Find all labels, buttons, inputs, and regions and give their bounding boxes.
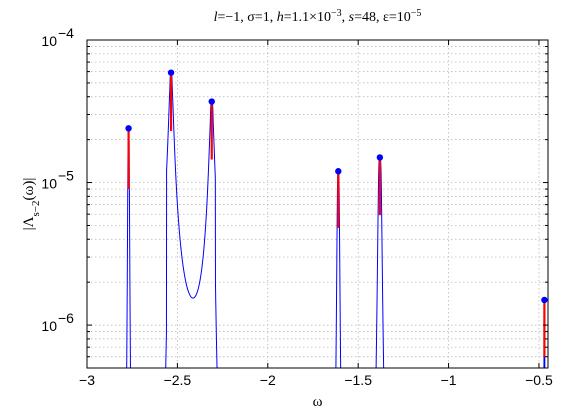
peak-marker [125, 125, 132, 132]
chart-title-part: =−1, σ=1, [217, 10, 276, 25]
y-tick-label-exponent: −5 [58, 168, 74, 184]
x-tick-label: −2 [260, 372, 276, 388]
plot-frame [86, 39, 549, 369]
peak-marker [376, 154, 384, 161]
x-tick-label: −1.5 [344, 372, 372, 388]
y-axis-label: |Λs−2(ω)| [21, 178, 42, 231]
series-curve [126, 71, 546, 368]
y-axis-label-part: s−2 [30, 201, 42, 217]
x-tick-label: −0.5 [525, 372, 553, 388]
y-tick-label-exponent: −6 [58, 310, 74, 326]
peak-marker [335, 168, 342, 175]
series-line [126, 71, 546, 368]
chart-title-part: l [214, 10, 218, 25]
peak-marker [541, 296, 548, 304]
axis-ticks [86, 40, 548, 369]
chart-title-part: =48, ε=10 [354, 10, 411, 25]
y-tick-label: 10 [41, 318, 57, 334]
y-axis-label-part: (ω)| [21, 178, 37, 201]
chart-title-part: −3 [331, 8, 342, 19]
x-tick-label: −2.5 [164, 372, 192, 388]
peak-error-bars [127, 72, 546, 357]
chart-title-part: =1.1×10 [284, 10, 331, 25]
y-axis-label-part: |Λ [21, 216, 37, 230]
chart-title-part: s [349, 10, 355, 25]
peak-marker [167, 69, 175, 76]
peak-markers [125, 69, 548, 304]
chart-title-part: , [342, 10, 349, 25]
grid [87, 40, 548, 368]
axis-labels: −3 −2.5 −2 −1.5 −1 −0.510−610−510 −4l=−1, σ=1,… [21, 8, 553, 411]
peak-marker [208, 98, 215, 105]
x-tick-label: −3 [79, 372, 95, 388]
y-tick-label: 10 [41, 176, 57, 192]
chart-title: l=−1, σ=1, h=1.1×10−3, s=48, ε=10−5 [214, 8, 422, 26]
chart-title-part: h [277, 10, 284, 25]
y-tick-label: 10 [41, 33, 57, 49]
x-tick-label: −1 [441, 372, 457, 388]
chart-title-part: −5 [411, 8, 422, 19]
y-tick-label-exponent: −4 [58, 25, 74, 41]
x-axis-label: ω [313, 394, 323, 410]
